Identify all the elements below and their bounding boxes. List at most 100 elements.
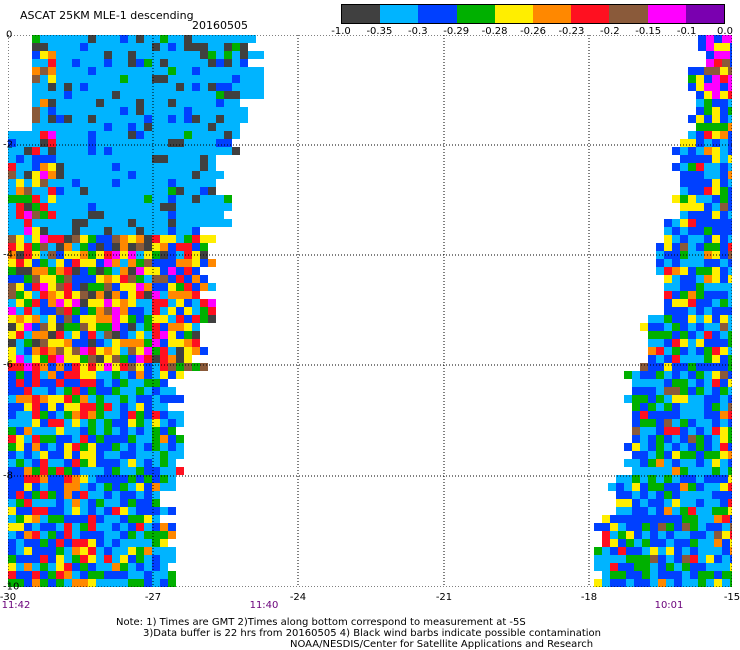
wind-cell bbox=[192, 195, 200, 203]
wind-cell bbox=[88, 419, 96, 427]
wind-cell bbox=[48, 195, 56, 203]
wind-cell bbox=[704, 451, 712, 459]
wind-cell bbox=[104, 123, 112, 131]
wind-cell bbox=[680, 315, 688, 323]
wind-cell bbox=[176, 243, 184, 251]
wind-cell bbox=[104, 99, 112, 107]
wind-cell bbox=[64, 371, 72, 379]
wind-cell bbox=[658, 555, 666, 563]
wind-cell bbox=[160, 507, 168, 515]
wind-cell bbox=[232, 107, 240, 115]
wind-cell bbox=[706, 571, 714, 579]
wind-cell bbox=[712, 83, 720, 91]
wind-cell bbox=[722, 571, 730, 579]
wind-cell bbox=[24, 267, 32, 275]
wind-cell bbox=[32, 315, 40, 323]
wind-cell bbox=[160, 307, 168, 315]
wind-cell bbox=[176, 307, 184, 315]
wind-cell bbox=[8, 347, 16, 355]
wind-cell bbox=[712, 427, 720, 435]
wind-cell bbox=[152, 331, 160, 339]
wind-cell bbox=[168, 307, 176, 315]
wind-cell bbox=[24, 387, 32, 395]
wind-cell bbox=[176, 139, 184, 147]
wind-cell bbox=[144, 547, 152, 555]
wind-cell bbox=[658, 539, 666, 547]
wind-cell bbox=[656, 507, 664, 515]
wind-cell bbox=[160, 347, 168, 355]
wind-cell bbox=[96, 371, 104, 379]
wind-cell bbox=[40, 179, 48, 187]
wind-cell bbox=[136, 291, 144, 299]
wind-cell bbox=[96, 243, 104, 251]
wind-cell bbox=[56, 75, 64, 83]
wind-cell bbox=[24, 403, 32, 411]
wind-cell bbox=[40, 547, 48, 555]
wind-cell bbox=[200, 171, 208, 179]
wind-cell bbox=[720, 267, 728, 275]
wind-cell bbox=[104, 155, 112, 163]
wind-cell bbox=[48, 427, 56, 435]
wind-cell bbox=[8, 483, 16, 491]
wind-cell bbox=[200, 259, 208, 267]
wind-cell bbox=[602, 579, 610, 587]
wind-cell bbox=[160, 363, 168, 371]
wind-cell bbox=[128, 331, 136, 339]
wind-cell bbox=[682, 539, 690, 547]
wind-cell bbox=[632, 499, 640, 507]
wind-cell bbox=[16, 219, 24, 227]
wind-cell bbox=[664, 435, 672, 443]
wind-cell bbox=[72, 387, 80, 395]
wind-cell bbox=[32, 131, 40, 139]
wind-cell bbox=[720, 91, 728, 99]
wind-cell bbox=[112, 107, 120, 115]
wind-cell bbox=[232, 51, 240, 59]
wind-cell bbox=[696, 155, 704, 163]
wind-cell bbox=[40, 59, 48, 67]
wind-cell bbox=[216, 107, 224, 115]
wind-cell bbox=[136, 531, 144, 539]
wind-cell bbox=[8, 475, 16, 483]
wind-cell bbox=[136, 259, 144, 267]
wind-cell bbox=[16, 347, 24, 355]
wind-cell bbox=[72, 123, 80, 131]
wind-cell bbox=[696, 259, 704, 267]
wind-cell bbox=[32, 211, 40, 219]
wind-cell bbox=[136, 475, 144, 483]
wind-cell bbox=[168, 99, 176, 107]
wind-cell bbox=[160, 35, 168, 43]
wind-cell bbox=[224, 43, 232, 51]
wind-cell bbox=[120, 435, 128, 443]
wind-cell bbox=[24, 443, 32, 451]
wind-cell bbox=[136, 331, 144, 339]
wind-cell bbox=[40, 371, 48, 379]
wind-cell bbox=[664, 499, 672, 507]
wind-cell bbox=[634, 571, 642, 579]
wind-cell bbox=[634, 579, 642, 587]
wind-cell bbox=[176, 155, 184, 163]
wind-cell bbox=[24, 563, 32, 571]
wind-cell bbox=[648, 355, 656, 363]
wind-cell bbox=[40, 299, 48, 307]
wind-cell bbox=[136, 459, 144, 467]
wind-cell bbox=[728, 427, 732, 435]
wind-cell bbox=[40, 139, 48, 147]
wind-cell bbox=[730, 571, 732, 579]
wind-cell bbox=[112, 539, 120, 547]
wind-cell bbox=[640, 323, 648, 331]
wind-cell bbox=[168, 355, 176, 363]
wind-cell bbox=[56, 187, 64, 195]
longitude-tick-label: -15 bbox=[723, 592, 740, 603]
wind-cell bbox=[720, 99, 728, 107]
wind-cell bbox=[144, 275, 152, 283]
wind-cell bbox=[16, 443, 24, 451]
wind-cell bbox=[656, 451, 664, 459]
wind-cell bbox=[104, 171, 112, 179]
wind-cell bbox=[176, 163, 184, 171]
wind-cell bbox=[224, 107, 232, 115]
wind-cell bbox=[112, 299, 120, 307]
wind-cell bbox=[32, 115, 40, 123]
wind-cell bbox=[714, 547, 722, 555]
wind-cell bbox=[144, 467, 152, 475]
wind-cell bbox=[24, 147, 32, 155]
